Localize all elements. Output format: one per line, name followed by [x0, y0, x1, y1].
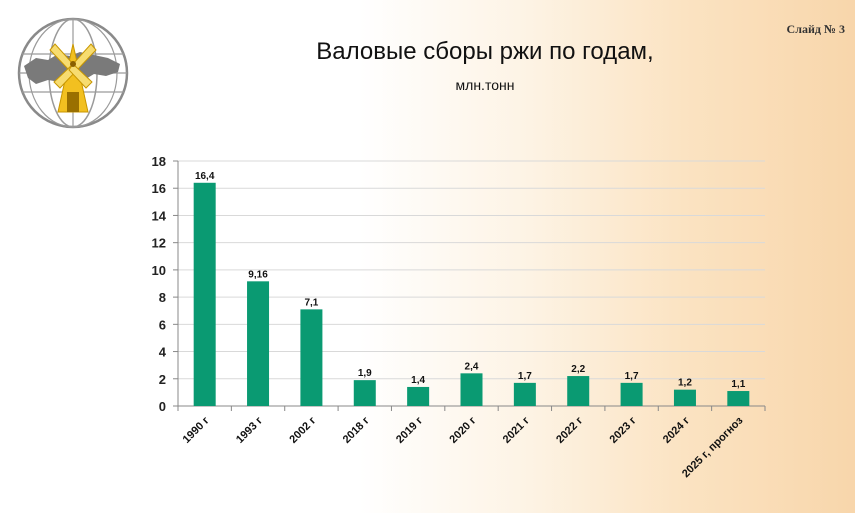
bar: [620, 382, 643, 406]
x-category-label: 2022 г: [554, 414, 585, 445]
y-tick-label: 10: [152, 263, 166, 278]
x-category-label: 2023 г: [608, 414, 639, 445]
bar: [460, 373, 483, 406]
labels: 0 2 4 6 8 10 12 14 16 18 16,4 1990 г 9,16 1993 г 7,1 20…: [152, 154, 746, 480]
x-category-label: 2018 г: [341, 414, 372, 445]
data-label: 1,2: [678, 378, 692, 389]
x-category-label: 2002 г: [287, 414, 318, 445]
bar: [673, 389, 696, 406]
slide-number: Слайд № 3: [786, 22, 845, 36]
chart-subtitle: млн.тонн: [455, 77, 515, 93]
bar: [193, 182, 216, 406]
bar: [727, 391, 750, 406]
data-label: 1,7: [625, 371, 639, 382]
x-category-label: 2024 г: [661, 414, 692, 445]
chart-title: Валовые сборы ржи по годам,: [316, 38, 654, 65]
y-tick-label: 16: [152, 181, 166, 196]
data-label: 9,16: [248, 269, 268, 280]
x-category-label: 2020 г: [447, 414, 478, 445]
data-label: 1,9: [358, 368, 372, 379]
bar: [300, 309, 323, 406]
y-tick-label: 12: [152, 236, 166, 251]
bar: [353, 380, 376, 406]
data-label: 2,2: [571, 364, 585, 375]
y-tick-label: 8: [159, 290, 166, 305]
x-category-label: 2019 г: [394, 414, 425, 445]
y-tick-label: 0: [159, 399, 166, 414]
data-label: 7,1: [304, 297, 318, 308]
x-category-label: 1990 г: [181, 414, 212, 445]
data-label: 1,1: [731, 379, 745, 390]
y-tick-label: 18: [152, 154, 166, 169]
data-label: 2,4: [465, 361, 479, 372]
y-tick-label: 14: [152, 208, 167, 223]
y-tick-label: 2: [159, 372, 166, 387]
x-category-label: 2021 г: [501, 414, 532, 445]
bar: [247, 281, 270, 406]
bar: [407, 386, 430, 406]
data-label: 1,7: [518, 371, 532, 382]
bars: [193, 182, 750, 406]
x-category-label: 1993 г: [234, 414, 265, 445]
logo-icon: [17, 17, 129, 129]
y-tick-label: 4: [159, 345, 167, 360]
data-label: 16,4: [195, 171, 215, 182]
bar: [567, 376, 590, 406]
data-label: 1,4: [411, 375, 425, 386]
gridlines: [178, 160, 765, 380]
y-tick-label: 6: [159, 317, 166, 332]
bar: [513, 382, 536, 406]
